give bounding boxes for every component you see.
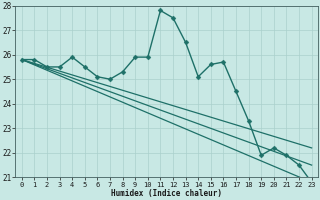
X-axis label: Humidex (Indice chaleur): Humidex (Indice chaleur) xyxy=(111,189,222,198)
